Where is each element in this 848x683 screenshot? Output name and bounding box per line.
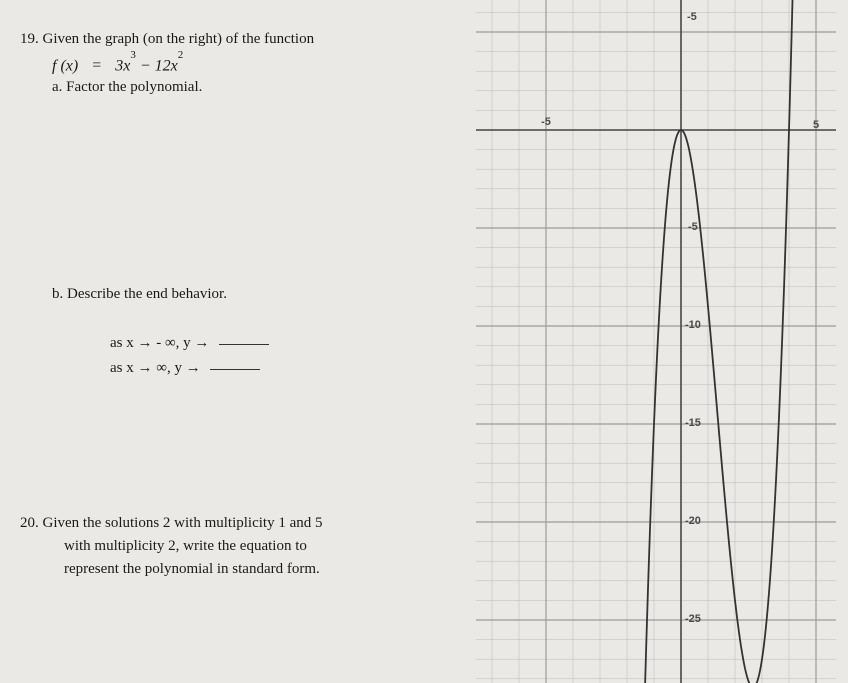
part-b: b. Describe the end behavior. (52, 286, 470, 303)
term1-coef: 3x (115, 57, 130, 74)
problem-19-heading: 19. Given the graph (on the right) of th… (20, 28, 470, 51)
graph-panel: -5 5 -5 -5 -10 -15 -20 -25 (476, 0, 836, 683)
term2-coef: 12x (155, 57, 178, 74)
svg-text:-5: -5 (688, 221, 698, 233)
problem-20: 20. Given the solutions 2 with multiplic… (20, 512, 470, 582)
problem-19: 19. Given the graph (on the right) of th… (20, 28, 470, 582)
minus: − (140, 57, 155, 74)
svg-text:-20: -20 (685, 515, 701, 527)
term-2: 12x2 (155, 55, 184, 75)
graph-svg: -5 5 -5 -5 -10 -15 -20 -25 (476, 0, 836, 683)
equation: f (x) = 3x3 − 12x2 (52, 55, 470, 75)
problem-20-line1: 20. Given the solutions 2 with multiplic… (20, 512, 470, 535)
end-behavior-lines: as x → - ∞, y → as x → ∞, y → (110, 331, 470, 382)
problem-number: 19. (20, 31, 39, 47)
svg-text:-5: -5 (541, 116, 551, 128)
term1-exp: 3 (130, 49, 136, 61)
equals-sign: = (92, 57, 101, 74)
blank-1 (219, 344, 269, 345)
svg-text:-5: -5 (687, 11, 697, 23)
eb-line-1-text: as x → - ∞, y → (110, 335, 209, 351)
eb-line-1: as x → - ∞, y → (110, 331, 470, 357)
svg-text:5: 5 (813, 119, 819, 131)
term-1: 3x3 (115, 55, 136, 75)
equation-lhs: f (x) (52, 57, 78, 74)
term2-exp: 2 (178, 49, 184, 61)
part-a: a. Factor the polynomial. (52, 79, 470, 96)
problem-20-line3: represent the polynomial in standard for… (64, 558, 470, 581)
svg-text:-15: -15 (685, 417, 701, 429)
problem-text: Given the graph (on the right) of the fu… (43, 31, 315, 47)
problem-20-line2: with multiplicity 2, write the equation … (64, 535, 470, 558)
svg-text:-25: -25 (685, 613, 701, 625)
eb-line-2-text: as x → ∞, y → (110, 360, 201, 376)
svg-text:-10: -10 (685, 319, 701, 331)
blank-2 (210, 369, 260, 370)
eb-line-2: as x → ∞, y → (110, 356, 470, 382)
part-b-section: b. Describe the end behavior. as x → - ∞… (20, 286, 470, 382)
